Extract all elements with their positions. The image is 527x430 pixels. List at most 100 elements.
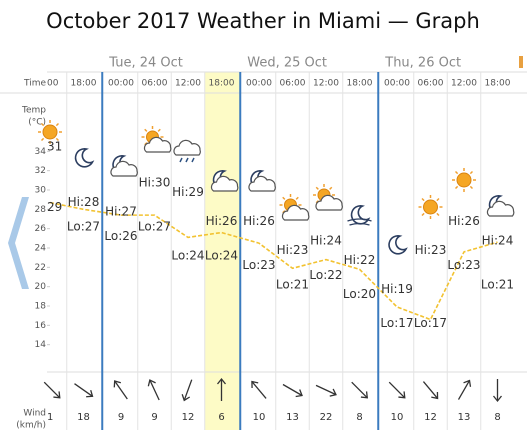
cloud [173,139,201,156]
moon [388,235,408,255]
y-tick-label: 20 [35,282,47,292]
title: October 2017 Weather in Miami — Graph [46,9,480,33]
x-tick-label: 00:00 [108,79,134,89]
lo-label: Lo:23 [447,258,480,272]
hi-label: Hi:28 [68,195,100,209]
y-tick-label: 22 [35,263,46,273]
hi-label: 31 [47,140,62,154]
x-tick-label: 06:00 [142,79,168,89]
arrow-shaft [457,380,471,400]
wind-speed: 10 [391,412,404,423]
arrow-head [360,391,369,399]
arrow-shaft [388,381,406,399]
wind-arrow [74,383,94,398]
arrow-head [329,388,337,397]
sun-ray [295,196,299,200]
weather-icon [248,170,276,192]
x-tick-label: 06:00 [418,79,444,89]
sun-disc [42,124,58,140]
sun-ray [469,185,474,190]
hi-label: Hi:26 [243,214,275,228]
sun-ray [436,212,440,217]
y-tick-label: 28 [35,205,47,215]
sun-ray [315,186,319,190]
hi-label: Hi:26 [206,214,238,228]
weather-icon [38,120,62,144]
arrow-head [492,395,503,403]
arrow-head [463,379,472,387]
wind-speed: 6 [218,412,224,423]
sun-ray [40,122,45,127]
prev-arrow[interactable] [8,197,29,289]
sun-ray [421,212,425,217]
wind-arrow [351,381,369,399]
wind-arrow [388,381,406,399]
sun-ray [454,170,459,175]
sun-ray [157,128,161,132]
moon [74,148,95,168]
rain-drop [191,157,195,163]
x-tick-label: 18:00 [71,79,97,89]
sun-ray [55,137,60,142]
hi-label: Hi:23 [415,243,447,257]
x-tick-label: 18:00 [347,79,373,89]
arrow-head [147,379,156,387]
y-tick-label: 30 [35,186,47,196]
arrow-head [181,394,191,402]
wind-arrow [113,380,128,400]
weather-icon [388,235,408,255]
day-label: Wed, 25 Oct [247,56,327,71]
rain-drop [179,157,183,163]
wind-line [347,218,372,226]
x-tick-label: 06:00 [280,79,306,89]
sun-ray [329,186,333,190]
hi-label: Hi:19 [381,282,413,296]
arrow-shaft [315,384,337,396]
wind-arrow [216,377,227,401]
highlight-column [204,72,241,430]
lo-label: Lo:22 [309,268,342,282]
wind-arrow [282,383,303,398]
sun-ray [40,137,45,142]
wind-arrow [315,384,337,397]
lo-label: Lo:17 [380,316,413,330]
wind-speed: 18 [77,412,90,423]
weather-icon [173,139,201,163]
arrow-head [113,380,122,388]
lo-label: Lo:24 [171,249,204,263]
lo-label: Lo:21 [276,278,309,292]
sun-ray [454,185,459,190]
y-tick-label: 18 [35,302,47,312]
lo-label: Lo:23 [242,258,275,272]
lo-label: Lo:21 [481,278,514,292]
wind-speed: 13 [458,412,471,423]
weather-icon [313,184,343,211]
wind-arrow [43,381,61,399]
hi-label: Hi:23 [277,243,309,257]
cloud [315,194,343,211]
arrow-shaft [74,383,93,397]
arrow-shaft [114,380,128,400]
arrow-head [216,377,227,385]
arrow-shaft [183,379,193,401]
temp-unit: (°C) [28,118,46,128]
moon [350,205,371,225]
wind-speed: 12 [424,412,437,423]
weather-icon [210,170,239,192]
day-label: Thu, 26 Oct [384,56,461,71]
cloud [143,136,172,153]
cloud [486,200,515,217]
wind-arrow [251,380,267,399]
sun-disc [423,199,438,215]
arrow-head [431,392,439,400]
wind-label: Wind [23,409,46,419]
y-tick-label: 32 [35,166,46,176]
wind-speed: 13 [286,412,299,423]
cloud [210,175,239,192]
sun-ray [282,196,286,200]
weather-icon [110,155,138,177]
wind-speed: 12 [182,412,195,423]
next-marker [519,56,523,68]
wind-arrow [422,381,439,400]
